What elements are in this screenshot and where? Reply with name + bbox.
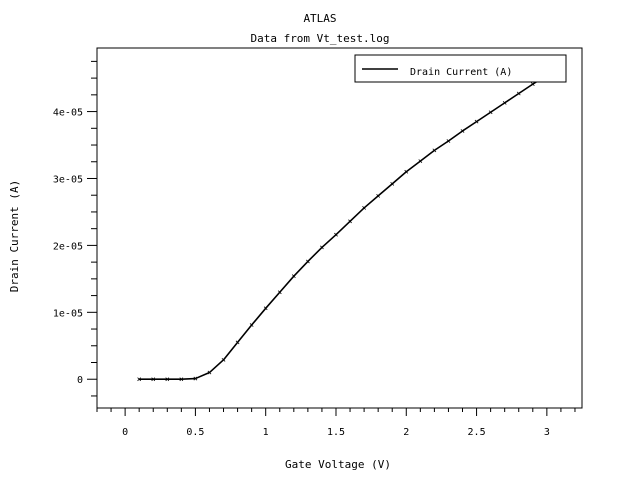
y-tick-label: 0: [77, 375, 83, 386]
data-point-marker: [193, 376, 198, 381]
legend-label-drain-current: Drain Current (A): [410, 67, 512, 78]
y-tick-label: 2e-05: [53, 241, 83, 252]
data-point-marker: [221, 357, 226, 362]
data-point-marker: [502, 100, 507, 105]
data-point-marker: [179, 377, 184, 382]
series-layer: [137, 73, 549, 382]
x-tick-label: 0.5: [186, 427, 204, 438]
x-axis-ticks: 0 0.5 1 1.5 2 2.5 3: [96, 408, 576, 438]
x-tick-label: 0: [122, 427, 128, 438]
x-axis-label: Gate Voltage (V): [285, 458, 391, 471]
x-tick-label: 3: [544, 427, 550, 438]
legend-box: [354, 54, 567, 83]
data-point-marker: [362, 206, 366, 210]
y-tick-label: 3e-05: [53, 174, 83, 185]
x-tick-label: 2: [403, 427, 409, 438]
data-point-marker: [488, 110, 493, 115]
y-axis-label: Drain Current (A): [8, 180, 21, 293]
data-point-marker: [376, 193, 381, 198]
data-point-marker: [207, 370, 212, 375]
data-point-marker: [165, 377, 170, 382]
data-point-marker: [291, 274, 296, 279]
y-tick-label: 4e-05: [53, 108, 83, 119]
x-tick-label: 1.5: [327, 427, 345, 438]
data-point-marker: [151, 377, 156, 382]
data-point-marker: [137, 377, 142, 382]
chart-title: ATLAS: [303, 12, 336, 25]
x-tick-label: 2.5: [468, 427, 486, 438]
data-point-marker: [418, 159, 423, 163]
legend: Drain Current (A): [354, 54, 567, 83]
data-point-marker: [235, 340, 240, 345]
data-point-marker: [432, 148, 437, 153]
data-point-marker: [530, 82, 535, 87]
data-point-marker: [460, 129, 465, 133]
plot-frame: [96, 47, 583, 409]
data-point-marker: [249, 323, 254, 327]
y-tick-label: 1e-05: [53, 308, 83, 319]
data-point-marker: [516, 91, 521, 96]
y-axis-ticks: 0 1e-05 2e-05 3e-05 4e-05: [53, 60, 97, 397]
x-tick-label: 1: [263, 427, 269, 438]
data-point-marker: [474, 119, 479, 124]
data-point-marker: [348, 219, 352, 224]
chart-subtitle: Data from Vt_test.log: [250, 32, 389, 45]
series-line-drain-current: [139, 74, 548, 381]
data-point-marker: [334, 232, 338, 237]
data-point-marker: [263, 306, 268, 311]
data-point-marker: [320, 245, 324, 250]
data-point-marker: [390, 181, 395, 186]
data-point-marker: [277, 290, 282, 295]
data-point-marker: [305, 259, 310, 264]
data-point-marker: [404, 169, 409, 174]
data-point-marker: [446, 139, 451, 143]
